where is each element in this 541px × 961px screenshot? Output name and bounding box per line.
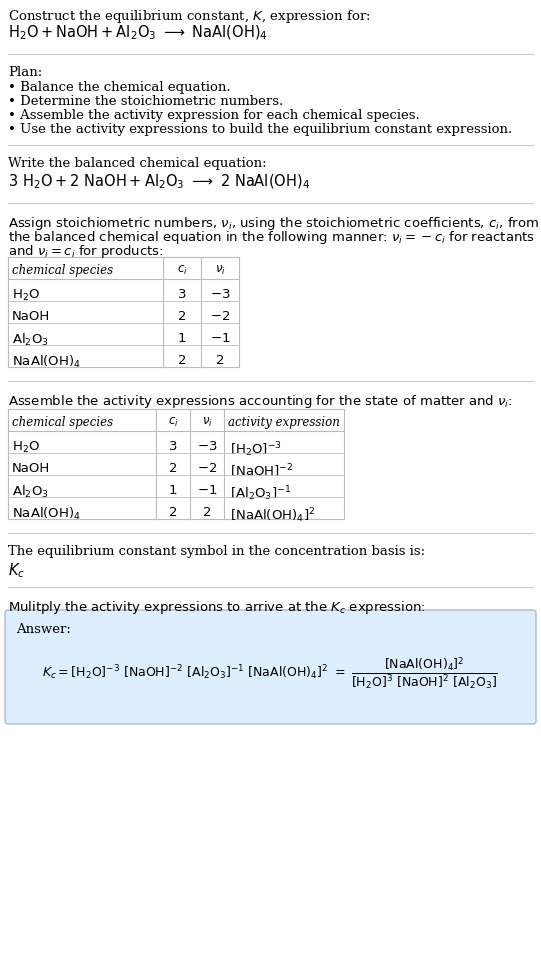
Text: 3: 3	[178, 288, 186, 301]
Text: $-2$: $-2$	[197, 462, 217, 475]
Text: $\mathrm{Al_2O_3}$: $\mathrm{Al_2O_3}$	[12, 332, 49, 348]
Text: Assemble the activity expressions accounting for the state of matter and $\nu_i$: Assemble the activity expressions accoun…	[8, 393, 513, 410]
Bar	[8, 409, 344, 519]
Text: $\mathrm{Al_2O_3}$: $\mathrm{Al_2O_3}$	[12, 484, 49, 500]
Text: Assign stoichiometric numbers, $\nu_i$, using the stoichiometric coefficients, $: Assign stoichiometric numbers, $\nu_i$, …	[8, 215, 539, 232]
Text: and $\nu_i = c_i$ for products:: and $\nu_i = c_i$ for products:	[8, 243, 163, 260]
Text: 2: 2	[169, 506, 177, 519]
Text: $\nu_i$: $\nu_i$	[202, 416, 213, 430]
Text: 1: 1	[178, 332, 186, 345]
Text: Write the balanced chemical equation:: Write the balanced chemical equation:	[8, 157, 267, 170]
Text: NaOH: NaOH	[12, 462, 50, 475]
Text: 2: 2	[178, 354, 186, 367]
Text: Plan:: Plan:	[8, 66, 42, 79]
Text: Construct the equilibrium constant, $K$, expression for:: Construct the equilibrium constant, $K$,…	[8, 8, 371, 25]
Text: $-1$: $-1$	[210, 332, 230, 345]
Bar	[8, 257, 239, 367]
Text: chemical species: chemical species	[12, 416, 113, 429]
Text: $\nu_i$: $\nu_i$	[215, 264, 226, 277]
Text: $\mathrm{H_2O}$: $\mathrm{H_2O}$	[12, 288, 40, 303]
Text: $\mathrm{H_2O + NaOH + Al_2O_3\ \longrightarrow\ NaAl(OH)_4}$: $\mathrm{H_2O + NaOH + Al_2O_3\ \longrig…	[8, 24, 268, 42]
Text: 2: 2	[178, 310, 186, 323]
Text: $2$: $2$	[215, 354, 225, 367]
Text: 1: 1	[169, 484, 177, 497]
Text: • Assemble the activity expression for each chemical species.: • Assemble the activity expression for e…	[8, 109, 420, 122]
Text: activity expression: activity expression	[228, 416, 340, 429]
Text: The equilibrium constant symbol in the concentration basis is:: The equilibrium constant symbol in the c…	[8, 545, 425, 558]
Text: • Use the activity expressions to build the equilibrium constant expression.: • Use the activity expressions to build …	[8, 123, 512, 136]
Text: $-2$: $-2$	[210, 310, 230, 323]
Text: $[\mathrm{Al_2O_3}]^{-1}$: $[\mathrm{Al_2O_3}]^{-1}$	[230, 484, 291, 503]
Text: $\mathrm{H_2O}$: $\mathrm{H_2O}$	[12, 440, 40, 456]
Text: • Determine the stoichiometric numbers.: • Determine the stoichiometric numbers.	[8, 95, 283, 108]
Text: NaOH: NaOH	[12, 310, 50, 323]
Text: 2: 2	[169, 462, 177, 475]
Text: $2$: $2$	[202, 506, 212, 519]
Text: $K_c = [\mathrm{H_2O}]^{-3}\ [\mathrm{NaOH}]^{-2}\ [\mathrm{Al_2O_3}]^{-1}\ [\ma: $K_c = [\mathrm{H_2O}]^{-3}\ [\mathrm{Na…	[42, 655, 498, 691]
Text: $\mathrm{3\ H_2O + 2\ NaOH + Al_2O_3\ \longrightarrow\ 2\ NaAl(OH)_4}$: $\mathrm{3\ H_2O + 2\ NaOH + Al_2O_3\ \l…	[8, 173, 310, 191]
Text: $-1$: $-1$	[197, 484, 217, 497]
Text: • Balance the chemical equation.: • Balance the chemical equation.	[8, 81, 230, 94]
Text: the balanced chemical equation in the following manner: $\nu_i = -c_i$ for react: the balanced chemical equation in the fo…	[8, 229, 535, 246]
Text: 3: 3	[169, 440, 177, 453]
Text: chemical species: chemical species	[12, 264, 113, 277]
Text: $\mathrm{NaAl(OH)_4}$: $\mathrm{NaAl(OH)_4}$	[12, 506, 81, 522]
FancyBboxPatch shape	[5, 610, 536, 724]
Text: $[\mathrm{NaOH}]^{-2}$: $[\mathrm{NaOH}]^{-2}$	[230, 462, 294, 480]
Text: $-3$: $-3$	[210, 288, 230, 301]
Text: $[\mathrm{H_2O}]^{-3}$: $[\mathrm{H_2O}]^{-3}$	[230, 440, 282, 458]
Text: $K_c$: $K_c$	[8, 561, 25, 579]
Text: $c_i$: $c_i$	[177, 264, 187, 277]
Text: $c_i$: $c_i$	[168, 416, 179, 430]
Text: $-3$: $-3$	[197, 440, 217, 453]
Text: $[\mathrm{NaAl(OH)_4}]^{2}$: $[\mathrm{NaAl(OH)_4}]^{2}$	[230, 506, 315, 525]
Text: Answer:: Answer:	[16, 623, 71, 636]
Text: Mulitply the activity expressions to arrive at the $K_c$ expression:: Mulitply the activity expressions to arr…	[8, 599, 426, 616]
Text: $\mathrm{NaAl(OH)_4}$: $\mathrm{NaAl(OH)_4}$	[12, 354, 81, 370]
